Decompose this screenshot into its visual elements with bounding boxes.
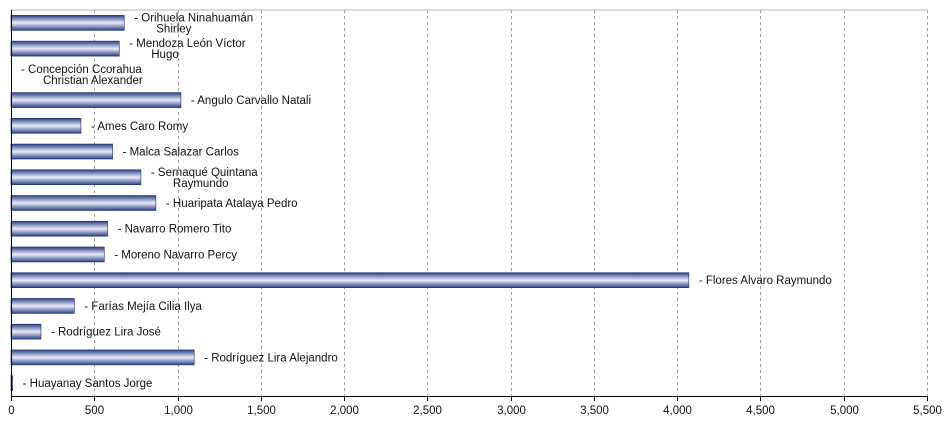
bar xyxy=(10,15,125,31)
bar-label: - Sernaqué Quintana xyxy=(151,167,258,179)
bar-label: - Concepción Ccorahua xyxy=(21,64,142,76)
bar-label: Hugo xyxy=(151,49,179,61)
bar-label: - Malca Salazar Carlos xyxy=(123,147,240,159)
x-tick-label: 4,000 xyxy=(663,405,692,417)
bar-label: Raymundo xyxy=(173,178,229,190)
bar-label: - Flores Alvaro Raymundo xyxy=(699,275,832,287)
bar-label: - Moreno Navarro Percy xyxy=(114,249,237,261)
bar xyxy=(10,298,75,314)
x-tick-label: 1,000 xyxy=(164,405,193,417)
bar xyxy=(10,143,113,160)
bar-label: - Mendoza León Víctor xyxy=(129,38,246,50)
bar xyxy=(10,246,105,263)
bar-label: Christian Alexander xyxy=(43,75,143,87)
x-tick-label: 5,000 xyxy=(830,405,859,417)
bar-label: - Ames Caro Romy xyxy=(91,121,188,133)
bar-label: - Rodríguez Lira José xyxy=(51,327,161,339)
x-tick-label: 3,000 xyxy=(497,405,526,417)
bar xyxy=(10,92,182,108)
x-tick-label: 1,500 xyxy=(247,405,276,417)
x-tick-label: 2,500 xyxy=(413,405,442,417)
x-tick-label: 500 xyxy=(85,405,104,417)
bar xyxy=(10,118,82,134)
bar xyxy=(10,195,157,211)
bar xyxy=(10,220,108,237)
bar-label: - Huayanay Santos Jorge xyxy=(23,378,153,390)
bar xyxy=(10,323,42,340)
bar-label: - Orihuela Ninahuamán xyxy=(134,12,253,24)
bars xyxy=(10,15,690,391)
x-tick-label: 2,000 xyxy=(330,405,359,417)
x-tick-label: 3,500 xyxy=(580,405,609,417)
bar-label: - Farías Mejía Cilia Ilya xyxy=(84,301,202,313)
bar-label: - Navarro Romero Tito xyxy=(118,224,232,236)
bar-label: - Angulo Carvallo Natali xyxy=(191,95,311,107)
x-tick-label: 4,500 xyxy=(746,405,775,417)
bar xyxy=(10,349,195,366)
bar xyxy=(10,272,690,289)
bar-label: - Huaripata Atalaya Pedro xyxy=(166,198,298,210)
bar-label: - Rodríguez Lira Alejandro xyxy=(204,352,338,364)
bar xyxy=(10,40,120,57)
x-tick-label: 5,500 xyxy=(913,405,942,417)
x-tick-label: 0 xyxy=(8,405,14,417)
bar xyxy=(10,169,142,186)
bar-label: Shirley xyxy=(156,23,191,35)
x-axis: 0 500 1,000 1,500 2,000 2,500 3,000 3,500 4,000 4… xyxy=(8,10,942,417)
